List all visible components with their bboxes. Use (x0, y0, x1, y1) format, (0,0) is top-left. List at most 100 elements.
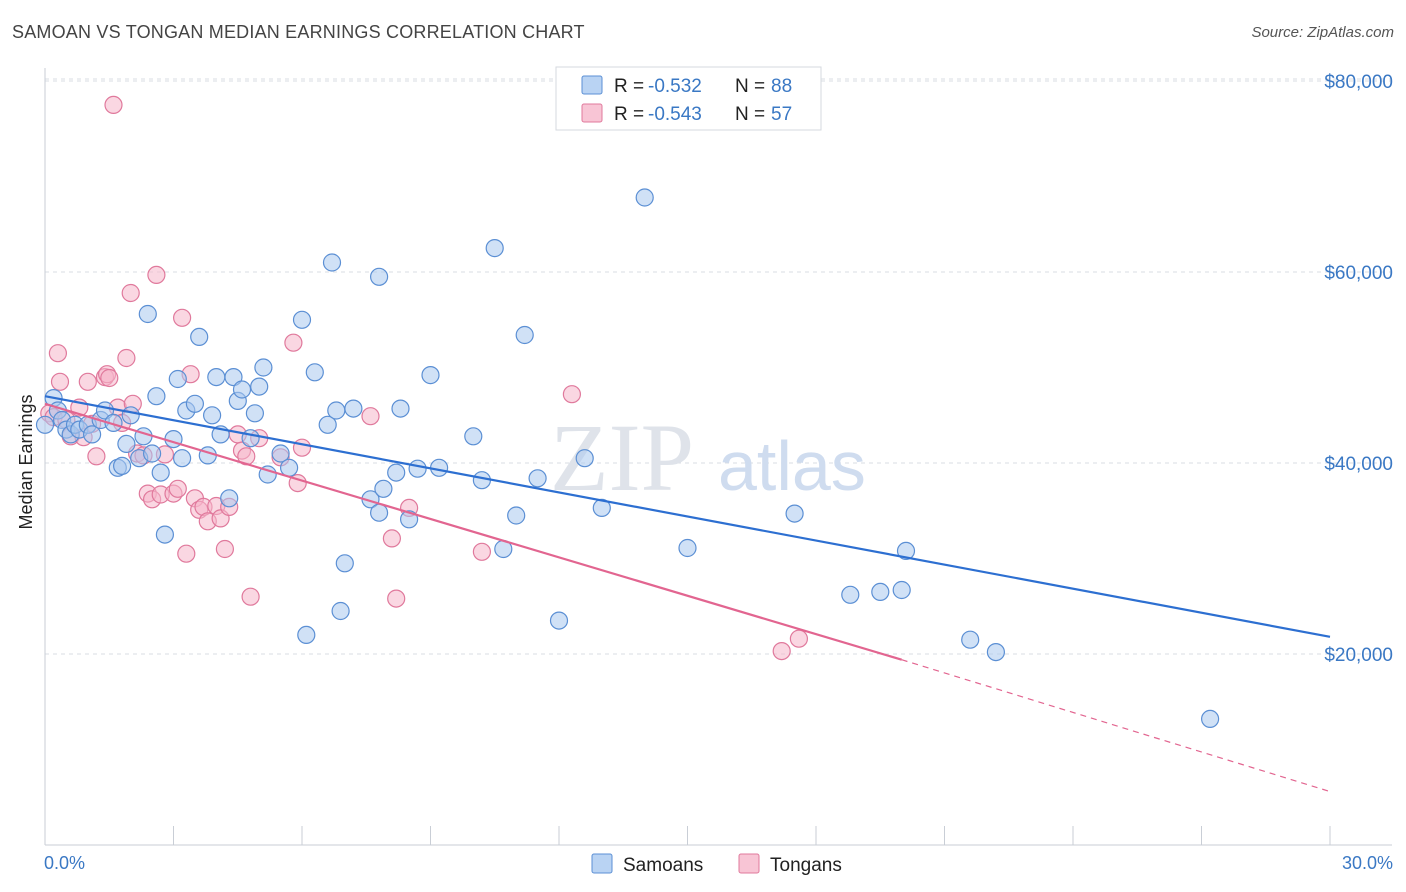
samoans-point-40 (250, 377, 269, 396)
samoans-point-42 (258, 465, 277, 484)
samoans-point-38 (241, 429, 260, 448)
samoans-point-78 (871, 582, 890, 602)
tongans-trend-line (44, 402, 902, 661)
samoans-point-41 (254, 358, 273, 377)
samoans-point-79 (892, 580, 911, 600)
tongans-point-18 (121, 283, 140, 303)
chart-title: SAMOAN VS TONGAN MEDIAN EARNINGS CORRELA… (12, 22, 585, 42)
chart-source: Source: ZipAtlas.com (1251, 24, 1394, 41)
tongans-point-50 (382, 529, 401, 548)
samoans-point-22 (151, 463, 170, 482)
samoans-point-59 (391, 399, 410, 418)
samoans-point-69 (515, 325, 534, 345)
tongans-point-30 (177, 544, 196, 563)
samoans-point-49 (322, 253, 342, 272)
axes (44, 68, 1392, 846)
samoans-point-47 (305, 363, 324, 382)
samoans-point-12 (104, 413, 123, 432)
samoans-point-83 (1200, 709, 1220, 729)
legend-tongans-label: Tongans (770, 855, 842, 876)
watermark: ZIP atlas (550, 404, 866, 511)
samoans-point-32 (207, 368, 226, 387)
samoans-point-30 (198, 446, 217, 465)
samoans-point-31 (203, 406, 222, 425)
samoans-point-51 (331, 601, 350, 621)
tongans-point-38 (215, 539, 234, 559)
samoans-point-21 (147, 387, 166, 406)
x-tick-label-1: 30.0% (1342, 853, 1393, 873)
stats-tongans-n-value: 57 (771, 104, 792, 125)
tongans-point-49 (361, 407, 380, 426)
legend-tongans-swatch (738, 853, 760, 874)
tongans-point-8 (78, 372, 97, 391)
y-axis-label: Median Earnings (16, 394, 36, 529)
samoans-point-74 (635, 188, 654, 207)
samoans-point-23 (155, 525, 174, 544)
stats-samoans-n-label: N = (735, 76, 765, 97)
stats-samoans-r-value: -0.532 (648, 76, 702, 97)
samoans-point-66 (485, 239, 504, 258)
samoans-point-35 (224, 368, 243, 387)
samoans-point-25 (168, 369, 187, 389)
tick-labels: $20,000 $40,000 $60,000 $80,000 0.0% 30.0% (44, 72, 1393, 873)
samoans-point-60 (400, 510, 419, 529)
y-tick-label-3: $80,000 (1324, 72, 1393, 93)
samoans-point-50 (327, 401, 346, 420)
y-tick-label-2: $60,000 (1324, 263, 1393, 284)
samoans-point-82 (986, 642, 1006, 662)
y-tick-label-1: $40,000 (1324, 454, 1393, 475)
grid-lines (45, 78, 1392, 655)
samoans-point-81 (961, 630, 980, 649)
samoans-point-64 (464, 427, 483, 446)
tongans-point-14 (104, 95, 123, 115)
samoans-point-75 (678, 538, 697, 558)
samoans-point-80 (896, 541, 916, 561)
stats-samoans-n-value: 88 (771, 76, 792, 97)
samoans-point-57 (374, 479, 393, 498)
tongans-swatch (581, 103, 603, 123)
tongans-point-51 (387, 589, 406, 608)
watermark-atlas: atlas (718, 427, 866, 505)
samoans-point-72 (575, 449, 594, 468)
samoans-point-14 (112, 456, 132, 475)
samoans-point-62 (421, 366, 440, 385)
samoans-point-48 (318, 415, 337, 434)
samoans-trend-line (44, 395, 1331, 638)
samoans-point-56 (370, 503, 389, 522)
samoans-point-0 (35, 415, 55, 434)
samoans-point-37 (232, 380, 252, 399)
y-tick-label-0: $20,000 (1324, 645, 1393, 666)
samoans-point-16 (121, 406, 140, 425)
samoans-point-20 (143, 444, 162, 463)
tongans-point-3 (50, 372, 70, 391)
tongans-point-28 (168, 479, 187, 498)
samoans-point-53 (344, 399, 363, 418)
tongans-point-24 (147, 265, 166, 284)
samoans-point-29 (190, 327, 209, 346)
samoans-point-26 (173, 449, 192, 468)
tongans-point-53 (472, 542, 491, 561)
stats-legend: R = -0.532 N = 88 R = -0.543 N = 57 (555, 66, 822, 131)
samoans-point-15 (117, 434, 136, 453)
samoans-point-52 (335, 554, 354, 573)
tongans-point-56 (789, 629, 809, 648)
tongans-point-29 (173, 308, 192, 327)
tongans-point-17 (117, 348, 136, 368)
stats-tongans-r-label: R = (614, 104, 644, 125)
trend-lines (44, 395, 1331, 793)
samoans-swatch (581, 75, 603, 95)
samoans-point-9 (82, 425, 102, 444)
samoans-point-46 (297, 625, 316, 645)
stats-tongans-n-label: N = (735, 104, 765, 125)
samoans-point-43 (271, 444, 290, 463)
samoans-point-61 (408, 459, 427, 478)
tongans-point-10 (87, 447, 106, 466)
samoans-point-55 (370, 267, 389, 286)
tongans-point-46 (284, 333, 303, 352)
tongans-point-13 (100, 368, 119, 388)
samoans-point-76 (785, 504, 804, 523)
watermark-zip: ZIP (550, 404, 694, 511)
samoans-point-68 (507, 506, 526, 525)
legend-samoans-label: Samoans (623, 855, 703, 876)
tongans-point-43 (241, 587, 260, 606)
